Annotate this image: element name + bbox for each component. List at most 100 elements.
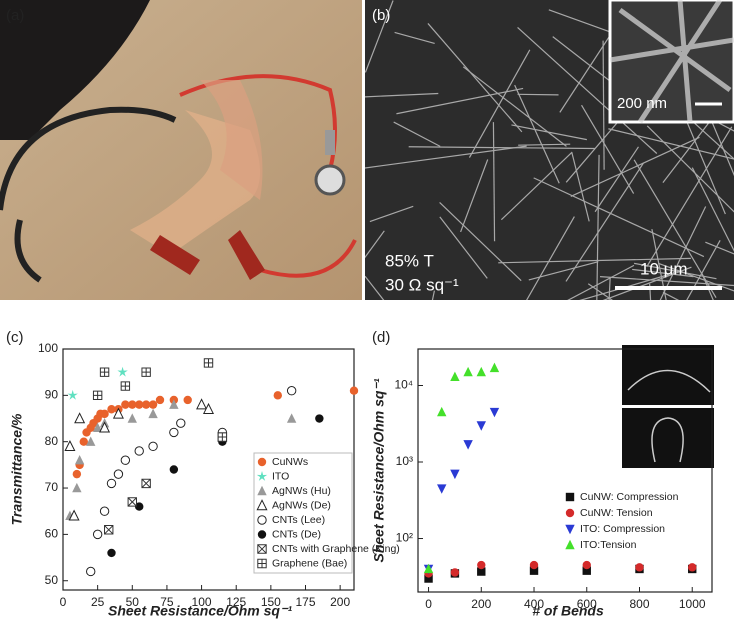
nanowire [365, 275, 385, 300]
marker [104, 525, 114, 535]
x-tick-label: 125 [226, 595, 246, 609]
marker [113, 469, 124, 479]
panel-label: (d) [372, 329, 390, 346]
x-tick-label: 800 [629, 597, 649, 611]
marker [134, 446, 144, 456]
x-tick-label: 175 [295, 595, 315, 609]
nanowire [570, 136, 700, 197]
marker [203, 358, 214, 368]
y-axis-label: Sheet Resistance/Ohm sq⁻¹ [371, 378, 387, 562]
nanowire [632, 268, 694, 278]
nanowire [691, 167, 734, 252]
marker [148, 400, 158, 409]
marker [169, 399, 179, 409]
nanowire [439, 202, 522, 282]
marker [529, 566, 539, 575]
marker [489, 362, 500, 373]
marker [135, 502, 144, 511]
x-tick-label: 200 [471, 597, 491, 611]
nanowire [408, 146, 595, 150]
marker [68, 509, 80, 521]
legend-marker [257, 558, 267, 569]
nanowire [608, 128, 734, 160]
marker [92, 422, 103, 432]
legend-marker [257, 515, 267, 525]
nanowire [662, 118, 713, 184]
x-axis-label: # of Bends [532, 603, 604, 619]
nanowire [526, 216, 575, 300]
scale-label: 10 μm [640, 259, 688, 278]
marker [424, 574, 433, 583]
marker [169, 465, 179, 474]
nanowire [427, 23, 523, 133]
nanowire [599, 276, 734, 287]
y-tick-label: 10² [396, 531, 413, 545]
marker [489, 407, 500, 418]
plot-frame [417, 348, 713, 593]
nanowire [518, 143, 571, 146]
nanowire [608, 277, 611, 300]
nanowire [658, 262, 734, 292]
marker [74, 412, 86, 424]
marker [64, 440, 76, 452]
marker [107, 405, 116, 414]
marker [450, 568, 460, 577]
y-tick-label: 60 [45, 527, 59, 541]
legend-label: CNTs (Lee) [272, 514, 325, 526]
x-tick-label: 400 [524, 597, 544, 611]
nanowire [567, 264, 635, 300]
legend-label: AgNWs (Hu) [272, 485, 331, 497]
marker [202, 402, 215, 414]
panel-label: (a) [6, 7, 24, 24]
marker [120, 455, 131, 465]
marker [67, 389, 78, 400]
marker [128, 400, 137, 409]
marker [477, 560, 486, 570]
marker [92, 390, 103, 401]
resistance-label: 30 Ω sq⁻¹ [385, 275, 459, 294]
nanowire [579, 274, 669, 300]
nanowire [602, 266, 692, 300]
panel-label: (c) [6, 329, 24, 346]
marker [315, 414, 324, 423]
y-tick-label: 50 [45, 573, 59, 587]
legend-label: CNTs with Graphene (King) [272, 543, 400, 555]
nanowire [659, 206, 707, 300]
nanowire [571, 152, 590, 222]
legend-marker [257, 485, 267, 496]
nanowire [596, 154, 600, 300]
marker [463, 440, 473, 450]
x-tick-label: 75 [160, 595, 174, 609]
nanowire [705, 241, 734, 255]
marker [99, 421, 111, 433]
legend-label: ITO:Tension [580, 539, 637, 551]
marker [127, 497, 137, 507]
legend-label: ITO: Compression [580, 523, 665, 535]
nanowire [587, 283, 613, 300]
legend-marker [257, 457, 267, 467]
marker [476, 421, 486, 431]
legend-label: CuNW: Compression [580, 491, 679, 503]
marker [121, 400, 130, 409]
legend-marker [257, 544, 267, 554]
marker [463, 366, 473, 377]
marker [141, 478, 151, 489]
x-tick-label: 600 [577, 597, 597, 611]
panel-label: (b) [372, 7, 390, 24]
nanowire [511, 124, 587, 141]
legend-marker [257, 530, 267, 539]
marker [72, 482, 82, 493]
marker [688, 563, 697, 572]
nanowire [514, 84, 560, 184]
marker [86, 436, 96, 446]
legend-label: CuNWs [272, 456, 308, 468]
y-tick-label: 10⁴ [394, 378, 413, 392]
legend-label: Graphene (Bae) [272, 557, 347, 569]
nanowire [686, 239, 721, 300]
marker [112, 407, 124, 419]
nanowire [460, 159, 489, 233]
nanowire [365, 92, 439, 98]
marker [529, 560, 539, 570]
